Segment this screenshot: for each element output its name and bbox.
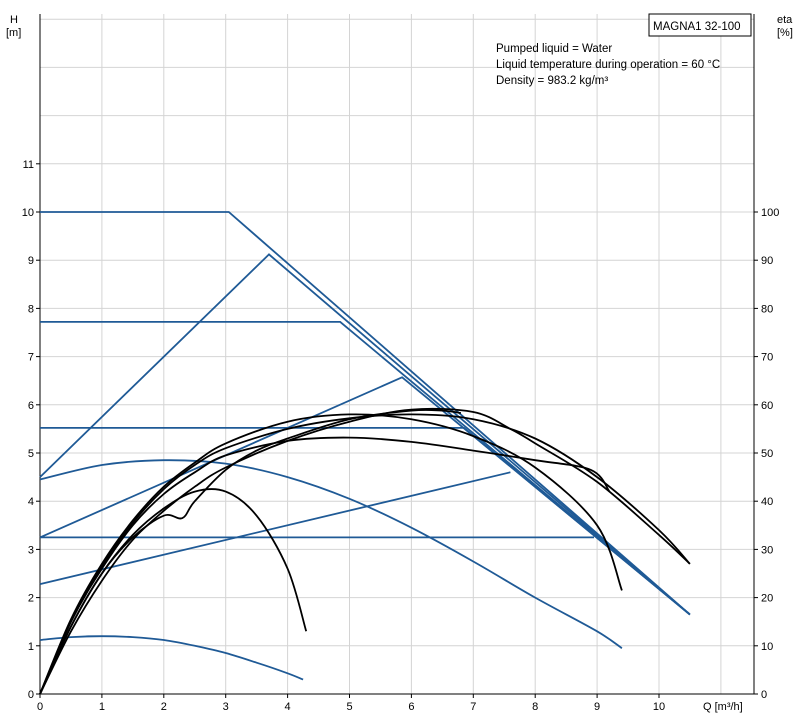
y-left-tick-label: 6 (28, 400, 34, 412)
y-right-tick-label: 50 (761, 448, 773, 460)
y-left-tick-label: 10 (22, 207, 34, 219)
y-right-tick-label: 20 (761, 593, 773, 605)
x-tick-label: 8 (532, 701, 538, 713)
y-right-label-1: eta (777, 14, 793, 26)
y-right-tick-label: 0 (761, 689, 767, 701)
head-curves (39, 211, 691, 681)
efficiency-curve-6 (39, 407, 691, 695)
y-left-tick-label: 7 (28, 352, 34, 364)
y-left-tick-label: 11 (23, 159, 34, 171)
axes (39, 14, 755, 695)
x-tick-label: 5 (346, 701, 352, 713)
y-left-tick-label: 9 (28, 255, 34, 267)
y-right-tick-label: 100 (761, 207, 779, 219)
y-left-label-2: [m] (6, 27, 21, 39)
y-right-tick-label: 30 (761, 544, 773, 556)
y-left-tick-label: 3 (28, 544, 34, 556)
head-curve-curve (39, 635, 304, 681)
note-density: Density = 983.2 kg/m³ (496, 75, 608, 87)
x-tick-label: 6 (408, 701, 414, 713)
chart-title: MAGNA1 32-100 (653, 21, 741, 33)
x-tick-label: 2 (161, 701, 167, 713)
head-curve-prop-pressure (39, 376, 691, 616)
x-tick-label: 10 (653, 701, 665, 713)
efficiency-curve-2 (39, 436, 611, 695)
y-left-tick-label: 1 (28, 641, 34, 653)
x-tick-label: 0 (37, 701, 43, 713)
y-right-tick-label: 90 (761, 255, 773, 267)
head-curve-const-pressure (40, 427, 691, 616)
efficiency-curves (39, 407, 691, 695)
note-temperature: Liquid temperature during operation = 60… (496, 59, 720, 71)
tick-labels: 0 1 2 3 4 5 6 7 8 9 100123456789101101020304050607… (22, 159, 780, 713)
y-right-tick-label: 80 (761, 303, 773, 315)
y-right-label-2: [%] (777, 27, 793, 39)
y-left-tick-label: 2 (28, 593, 34, 605)
efficiency-curve-3 (39, 413, 623, 695)
grid (39, 14, 754, 695)
y-left-tick-label: 4 (28, 496, 34, 508)
efficiency-curve-4 (39, 413, 691, 695)
head-curve-const-pressure (40, 321, 691, 616)
y-right-tick-label: 60 (761, 400, 773, 412)
y-left-label-1: H (10, 14, 18, 26)
x-tick-label: 7 (470, 701, 476, 713)
y-left-tick-label: 8 (28, 303, 34, 315)
x-tick-label: 9 (594, 701, 600, 713)
x-tick-label: 3 (223, 701, 229, 713)
y-right-tick-label: 40 (761, 496, 773, 508)
y-right-tick-label: 10 (761, 641, 773, 653)
title-box (648, 13, 752, 37)
x-tick-label: 4 (285, 701, 291, 713)
y-right-tick-label: 70 (761, 352, 773, 364)
head-curve-const-pressure (40, 211, 691, 616)
head-curve-prop-pressure (39, 253, 691, 616)
head-curve-curve (39, 459, 623, 649)
y-left-tick-label: 5 (28, 448, 34, 460)
x-tick-label: 1 (99, 701, 105, 713)
note-liquid: Pumped liquid = Water (496, 43, 612, 55)
head-curve-prop-pressure (39, 471, 511, 585)
x-axis-label: Q [m³/h] (703, 701, 743, 713)
y-left-tick-label: 0 (28, 689, 34, 701)
efficiency-curve-5 (39, 408, 462, 695)
